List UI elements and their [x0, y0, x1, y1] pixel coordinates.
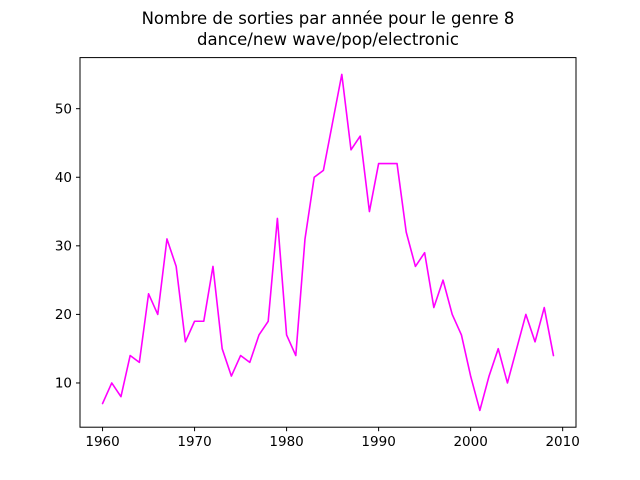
- data-line-series: [101, 73, 555, 412]
- x-tick-label: 1960: [85, 434, 119, 450]
- x-tick-label: 1970: [177, 434, 211, 450]
- x-tick-label: 1980: [269, 434, 303, 450]
- y-tick-label: 10: [55, 376, 72, 392]
- x-tick-label: 1990: [361, 434, 395, 450]
- y-tick-label: 30: [55, 239, 72, 255]
- y-tick-label: 50: [55, 101, 72, 117]
- x-tick-label: 2010: [545, 434, 579, 450]
- y-tick-label: 20: [55, 307, 72, 323]
- x-tick-label: 2000: [453, 434, 487, 450]
- axes-spines: [79, 57, 577, 428]
- y-tick-label: 40: [55, 170, 72, 186]
- chart-title: Nombre de sorties par année pour le genr…: [141, 9, 515, 49]
